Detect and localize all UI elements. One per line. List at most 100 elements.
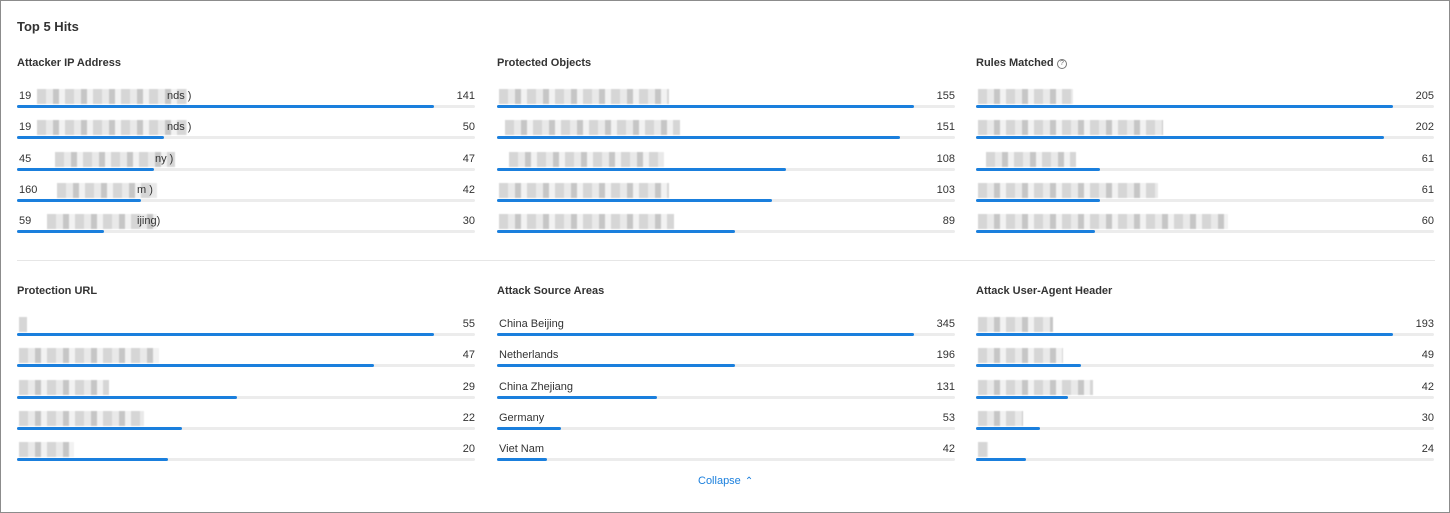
list-item[interactable]: 19 nds ) 50 xyxy=(17,120,475,145)
progress-track xyxy=(976,136,1434,139)
list-item[interactable]: 103 xyxy=(497,183,955,208)
question-circle-icon[interactable]: ? xyxy=(1057,59,1067,69)
redacted-label xyxy=(978,348,1063,363)
list-item[interactable]: China Beijing 345 xyxy=(497,318,955,342)
progress-fill xyxy=(17,105,434,108)
list-item[interactable]: 19 nds ) 141 xyxy=(17,89,475,114)
redacted-label xyxy=(19,317,27,332)
list-item[interactable]: 193 xyxy=(976,317,1434,342)
hit-count: 49 xyxy=(1421,349,1434,361)
panel-title: Attack User-Agent Header xyxy=(976,285,1113,297)
list-item[interactable]: 24 xyxy=(976,442,1434,467)
hit-count: 131 xyxy=(936,381,955,393)
progress-fill xyxy=(17,364,375,367)
list-item[interactable]: 61 xyxy=(976,152,1434,177)
hit-count: 205 xyxy=(1415,90,1434,102)
progress-fill xyxy=(497,458,548,461)
row-label: Netherlands xyxy=(499,349,559,361)
redacted-label xyxy=(19,442,74,457)
redacted-label xyxy=(499,183,669,198)
list-item[interactable]: 205 xyxy=(976,89,1434,114)
hit-count: 42 xyxy=(942,443,955,455)
row-label: 160 xyxy=(19,184,38,196)
progress-track xyxy=(976,199,1434,202)
progress-track xyxy=(17,396,475,399)
panel-title: Attack Source Areas xyxy=(497,285,605,297)
collapse-button[interactable]: Collapse ⌃ xyxy=(698,475,753,487)
panel-title: Protection URL xyxy=(17,285,98,297)
list-item[interactable]: 108 xyxy=(497,152,955,177)
progress-fill xyxy=(976,333,1393,336)
redacted-label xyxy=(986,152,1076,167)
hit-count: 60 xyxy=(1421,215,1434,227)
list-item[interactable]: 61 xyxy=(976,183,1434,208)
hit-count: 42 xyxy=(1421,381,1434,393)
progress-fill xyxy=(497,230,736,233)
panel-title: Rules Matched xyxy=(976,57,1054,69)
hit-count: 202 xyxy=(1415,121,1434,133)
list-item[interactable]: 42 xyxy=(976,380,1434,405)
list-item[interactable]: 30 xyxy=(976,411,1434,436)
progress-fill xyxy=(497,168,786,171)
list-item[interactable]: China Zhejiang 131 xyxy=(497,381,955,405)
hit-count: 30 xyxy=(1421,412,1434,424)
progress-fill xyxy=(976,427,1041,430)
redacted-label xyxy=(978,317,1053,332)
hit-count: 22 xyxy=(462,412,475,424)
row-label: China Zhejiang xyxy=(499,381,573,393)
progress-fill xyxy=(976,105,1393,108)
progress-fill xyxy=(497,199,772,202)
redacted-label xyxy=(55,152,175,167)
list-item[interactable]: 29 xyxy=(17,380,475,405)
list-item[interactable]: Viet Nam 42 xyxy=(497,443,955,467)
progress-fill xyxy=(17,230,105,233)
list-item[interactable]: 55 xyxy=(17,317,475,342)
redacted-label xyxy=(978,89,1073,104)
list-item[interactable]: 60 xyxy=(976,214,1434,239)
progress-fill xyxy=(976,199,1100,202)
list-item[interactable]: 155 xyxy=(497,89,955,114)
progress-fill xyxy=(17,136,164,139)
progress-fill xyxy=(976,458,1027,461)
list-item[interactable]: 59 ijing) 30 xyxy=(17,214,475,239)
hit-count: 108 xyxy=(936,153,955,165)
progress-fill xyxy=(497,105,914,108)
progress-fill xyxy=(17,199,141,202)
list-item[interactable]: 20 xyxy=(17,442,475,467)
row-label-suffix: nds ) xyxy=(167,90,192,102)
hit-count: 47 xyxy=(462,153,475,165)
list-item[interactable]: 151 xyxy=(497,120,955,145)
progress-track xyxy=(17,136,475,139)
row-label-suffix: m ) xyxy=(137,184,153,196)
progress-track xyxy=(17,230,475,233)
progress-track xyxy=(497,396,955,399)
list-item[interactable]: Netherlands 196 xyxy=(497,349,955,373)
panel-title: Protected Objects xyxy=(497,57,592,69)
progress-track xyxy=(17,364,475,367)
hit-count: 50 xyxy=(462,121,475,133)
row-label-suffix: ny ) xyxy=(155,153,174,165)
list-item[interactable]: 49 xyxy=(976,348,1434,373)
redacted-label xyxy=(505,120,680,135)
list-item[interactable]: 47 xyxy=(17,348,475,373)
progress-fill xyxy=(497,364,736,367)
list-item[interactable]: 89 xyxy=(497,214,955,239)
redacted-label xyxy=(499,89,669,104)
list-item[interactable]: Germany 53 xyxy=(497,412,955,436)
list-item[interactable]: 160 m ) 42 xyxy=(17,183,475,208)
hit-count: 42 xyxy=(462,184,475,196)
hit-count: 29 xyxy=(462,381,475,393)
progress-track xyxy=(976,333,1434,336)
progress-track xyxy=(17,168,475,171)
hit-count: 89 xyxy=(942,215,955,227)
redacted-label xyxy=(978,120,1163,135)
redacted-label xyxy=(499,214,674,229)
hit-count: 61 xyxy=(1421,184,1434,196)
list-item[interactable]: 202 xyxy=(976,120,1434,145)
list-item[interactable]: 45 ny ) 47 xyxy=(17,152,475,177)
hit-count: 155 xyxy=(936,90,955,102)
list-item[interactable]: 22 xyxy=(17,411,475,436)
redacted-label xyxy=(19,348,159,363)
progress-track xyxy=(976,168,1434,171)
hit-count: 345 xyxy=(936,318,955,330)
